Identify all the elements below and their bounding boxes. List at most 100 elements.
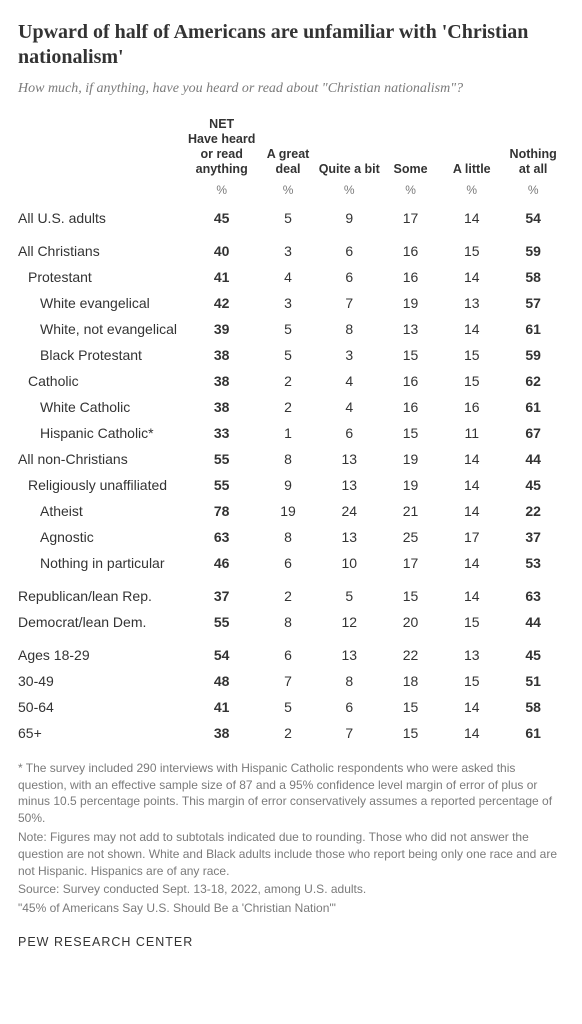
cell-value: 21 — [380, 498, 441, 524]
cell-value: 15 — [380, 342, 441, 368]
col-header-net: NET Have heard or read anything — [186, 117, 258, 181]
table-row: White, not evangelical3958131461 — [18, 316, 564, 342]
row-label: White, not evangelical — [18, 316, 186, 342]
net-value: 45 — [186, 205, 258, 231]
cell-value: 61 — [502, 720, 564, 746]
cell-value: 10 — [319, 550, 380, 576]
cell-value: 14 — [441, 720, 502, 746]
cell-value: 5 — [257, 205, 318, 231]
cell-value: 15 — [441, 609, 502, 635]
pct-symbol: % — [441, 181, 502, 205]
cell-value: 13 — [319, 446, 380, 472]
cell-value: 22 — [502, 498, 564, 524]
cell-value: 18 — [380, 668, 441, 694]
cell-value: 14 — [441, 205, 502, 231]
net-value: 55 — [186, 446, 258, 472]
cell-value: 37 — [502, 524, 564, 550]
cell-value: 15 — [380, 694, 441, 720]
cell-value: 3 — [257, 231, 318, 264]
cell-value: 44 — [502, 446, 564, 472]
row-label: Religiously unaffiliated — [18, 472, 186, 498]
cell-value: 8 — [257, 609, 318, 635]
cell-value: 6 — [319, 694, 380, 720]
pct-symbol: % — [186, 181, 258, 205]
net-value: 40 — [186, 231, 258, 264]
cell-value: 8 — [319, 316, 380, 342]
cell-value: 45 — [502, 635, 564, 668]
net-value: 55 — [186, 609, 258, 635]
net-value: 38 — [186, 342, 258, 368]
footnote-block: * The survey included 290 interviews wit… — [18, 760, 564, 917]
table-row: White Catholic3824161661 — [18, 394, 564, 420]
cell-value: 20 — [380, 609, 441, 635]
cell-value: 17 — [441, 524, 502, 550]
col-header-quite-a-bit: Quite a bit — [319, 117, 380, 181]
cell-value: 24 — [319, 498, 380, 524]
col-header-nothing: Nothing at all — [502, 117, 564, 181]
net-value: 37 — [186, 576, 258, 609]
cell-value: 2 — [257, 368, 318, 394]
row-label: Black Protestant — [18, 342, 186, 368]
cell-value: 54 — [502, 205, 564, 231]
cell-value: 16 — [380, 231, 441, 264]
cell-value: 13 — [319, 472, 380, 498]
cell-value: 61 — [502, 394, 564, 420]
col-header-a-little: A little — [441, 117, 502, 181]
table-row: Hispanic Catholic*3316151167 — [18, 420, 564, 446]
net-value: 38 — [186, 394, 258, 420]
footnote-source: Source: Survey conducted Sept. 13-18, 20… — [18, 881, 564, 898]
row-label: White evangelical — [18, 290, 186, 316]
cell-value: 14 — [441, 264, 502, 290]
pct-symbol: % — [319, 181, 380, 205]
cell-value: 6 — [319, 231, 380, 264]
cell-value: 2 — [257, 720, 318, 746]
cell-value: 14 — [441, 550, 502, 576]
net-value: 54 — [186, 635, 258, 668]
cell-value: 5 — [319, 576, 380, 609]
table-row: Black Protestant3853151559 — [18, 342, 564, 368]
table-row: Ages 18-2954613221345 — [18, 635, 564, 668]
net-value: 48 — [186, 668, 258, 694]
cell-value: 45 — [502, 472, 564, 498]
cell-value: 15 — [380, 720, 441, 746]
cell-value: 61 — [502, 316, 564, 342]
cell-value: 7 — [319, 720, 380, 746]
row-label: Democrat/lean Dem. — [18, 609, 186, 635]
cell-value: 2 — [257, 394, 318, 420]
footnote-ref: "45% of Americans Say U.S. Should Be a '… — [18, 900, 564, 917]
table-row: Protestant4146161458 — [18, 264, 564, 290]
net-value: 78 — [186, 498, 258, 524]
net-value: 38 — [186, 368, 258, 394]
row-label: Atheist — [18, 498, 186, 524]
source-org: PEW RESEARCH CENTER — [18, 935, 564, 949]
row-label: Protestant — [18, 264, 186, 290]
cell-value: 16 — [380, 368, 441, 394]
table-row: Nothing in particular46610171453 — [18, 550, 564, 576]
table-row: 30-494878181551 — [18, 668, 564, 694]
footnote-star: * The survey included 290 interviews wit… — [18, 760, 564, 827]
row-label: White Catholic — [18, 394, 186, 420]
cell-value: 8 — [257, 524, 318, 550]
cell-value: 5 — [257, 694, 318, 720]
chart-subtitle: How much, if anything, have you heard or… — [18, 80, 564, 99]
net-value: 55 — [186, 472, 258, 498]
footnote-note: Note: Figures may not add to subtotals i… — [18, 829, 564, 879]
cell-value: 59 — [502, 342, 564, 368]
cell-value: 14 — [441, 576, 502, 609]
table-row: Catholic3824161562 — [18, 368, 564, 394]
net-value: 38 — [186, 720, 258, 746]
col-header-some: Some — [380, 117, 441, 181]
cell-value: 9 — [319, 205, 380, 231]
pct-symbol: % — [257, 181, 318, 205]
chart-title: Upward of half of Americans are unfamili… — [18, 20, 564, 70]
cell-value: 44 — [502, 609, 564, 635]
row-label: Catholic — [18, 368, 186, 394]
cell-value: 25 — [380, 524, 441, 550]
cell-value: 1 — [257, 420, 318, 446]
cell-value: 16 — [380, 394, 441, 420]
table-row: Democrat/lean Dem.55812201544 — [18, 609, 564, 635]
cell-value: 13 — [319, 635, 380, 668]
cell-value: 15 — [380, 420, 441, 446]
net-value: 33 — [186, 420, 258, 446]
cell-value: 13 — [319, 524, 380, 550]
